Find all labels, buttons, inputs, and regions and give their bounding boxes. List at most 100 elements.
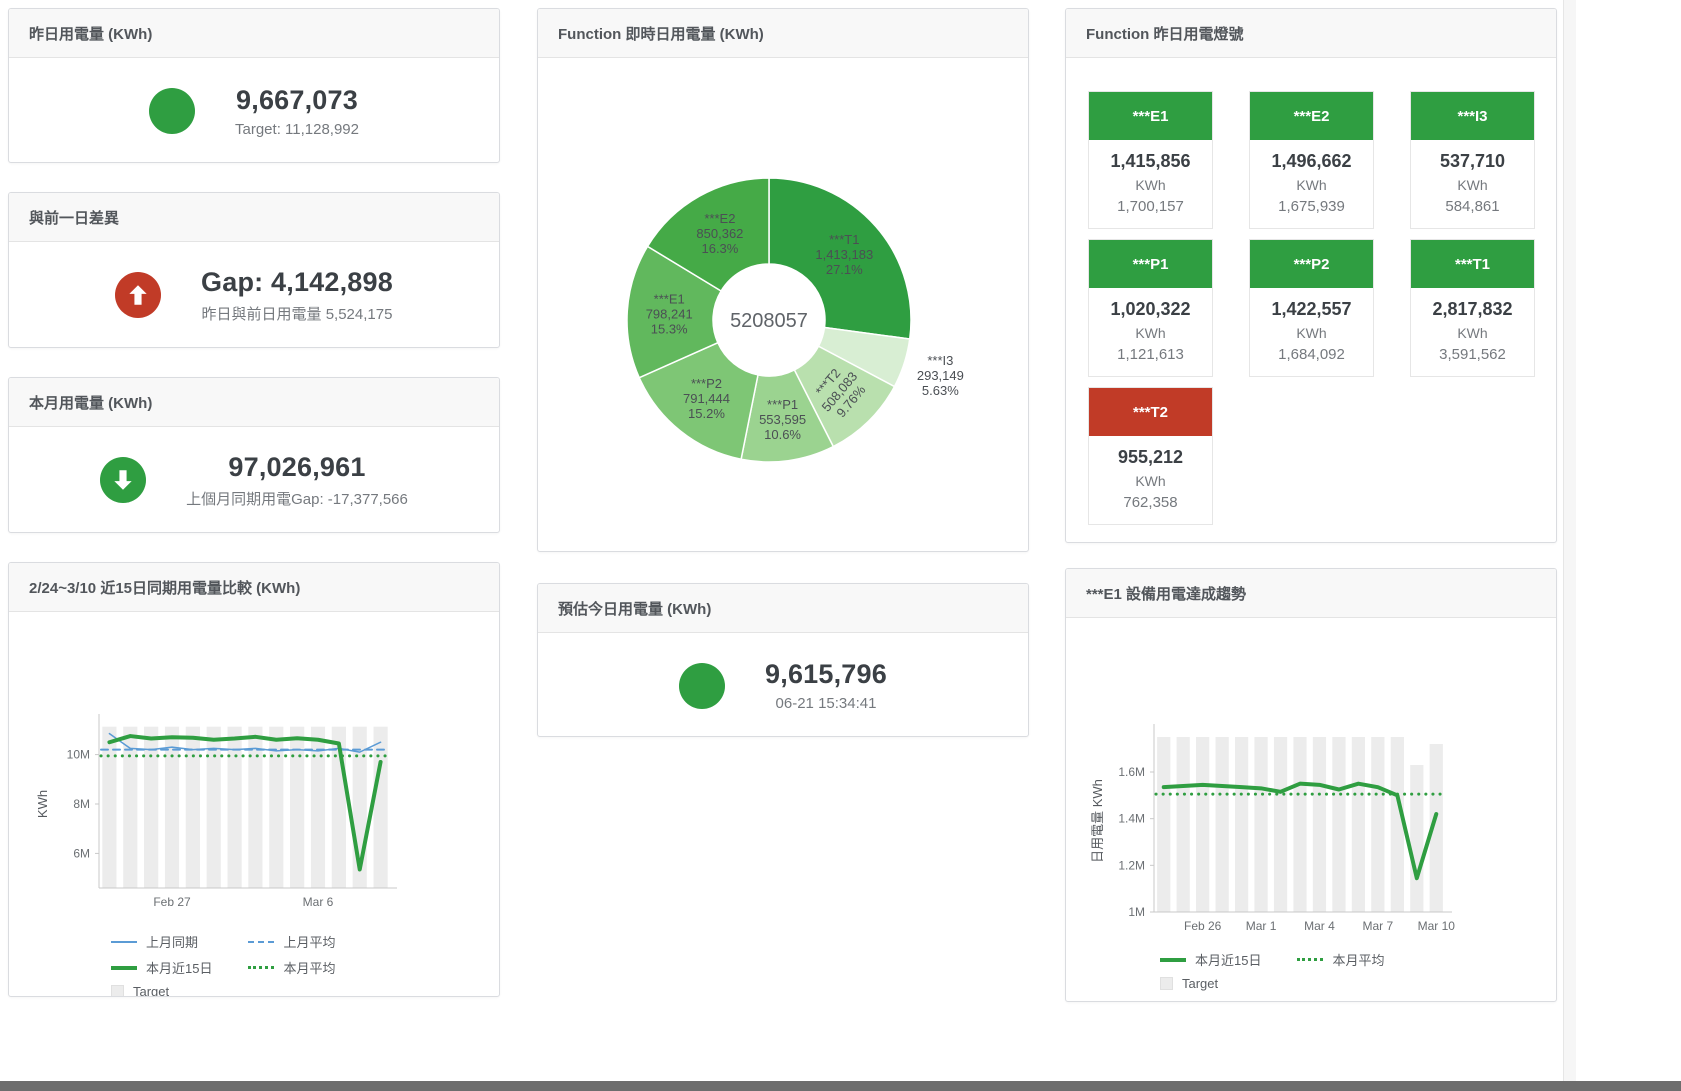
tile-status-header: ***E2 [1250, 92, 1373, 140]
status-circle-icon [679, 662, 726, 709]
donut-slice-P2[interactable] [638, 341, 759, 461]
legend-label: 本月近15日 [146, 961, 213, 976]
realtime-donut-chart: ***T1 1,413,183 27.1% ***I3 293,149 5.63% ***T… [626, 177, 964, 463]
legend-swatch-icon [111, 965, 137, 970]
target-bar [1196, 737, 1210, 912]
tile-target-value: 3,591,562 [1439, 346, 1506, 363]
target-bar [269, 726, 284, 888]
donut-slice-label: ***E2 850,362 16.3% [696, 211, 743, 256]
right-column: Function 昨日用電燈號 ***E1 1,415,856 KWh 1,700,1… [1065, 8, 1557, 1002]
tile-body: 1,020,322 KWh 1,121,613 [1089, 288, 1212, 376]
tile-status-header: ***E1 [1089, 92, 1212, 140]
target-bar [248, 726, 263, 888]
donut-center-total: 5208057 [730, 310, 808, 332]
tile-status-header: ***P2 [1250, 240, 1373, 288]
target-bar [1273, 737, 1288, 912]
legend-item[interactable]: 本月近15日 [111, 958, 212, 977]
target-bar [1293, 737, 1307, 912]
tile-value: 1,422,557 [1271, 299, 1352, 319]
tile-status-header: ***P1 [1089, 240, 1212, 288]
card-day-gap: 與前一日差異 Gap: 4,142,898 昨日與前日用電量 5,524,175 [8, 192, 500, 348]
stat-value: 9,615,796 [765, 659, 887, 689]
tile-target-value: 1,121,613 [1117, 346, 1184, 363]
legend-swatch-icon [1160, 957, 1186, 962]
x-tick-label: Mar 6 [303, 895, 334, 909]
scrollbar-track[interactable] [1563, 0, 1576, 1081]
tile-status-header: ***T2 [1089, 388, 1212, 436]
tile-value: 1,020,322 [1110, 299, 1191, 319]
legend-swatch-icon [111, 940, 137, 943]
legend-item[interactable]: Target [1160, 976, 1261, 991]
function-tile-P2: ***P2 1,422,557 KWh 1,684,092 [1249, 239, 1374, 377]
legend-label: 上月平均 [283, 935, 336, 950]
donut-slice-E1[interactable] [626, 245, 723, 379]
target-bar [144, 726, 159, 888]
tile-target-value: 1,684,092 [1278, 346, 1345, 363]
stat-subtitle: 06-21 15:34:41 [775, 695, 877, 712]
target-bar [206, 726, 221, 888]
donut-slice-label: ***I3 293,149 5.63% [917, 353, 964, 398]
y-tick-label: 8M [73, 797, 90, 811]
function-tile-E1: ***E1 1,415,856 KWh 1,700,157 [1088, 91, 1213, 229]
y-tick-label: 1.6M [1118, 765, 1145, 779]
compare15-legend: 上月同期 上月平均本月近15日 本月平均 Target [111, 932, 499, 996]
legend-item[interactable]: 本月近15日 [1160, 950, 1261, 969]
y-tick-label: 1.2M [1118, 858, 1145, 872]
tile-status-header: ***I3 [1411, 92, 1534, 140]
card-compare15-chart: 2/24~3/10 近15日同期用電量比較 (KWh) 6M 8M 10M Feb 2… [8, 562, 500, 997]
function-tile-T2: ***T2 955,212 KWh 762,358 [1088, 387, 1213, 525]
tile-body: 1,422,557 KWh 1,684,092 [1250, 288, 1373, 376]
legend-item[interactable]: 上月平均 [248, 932, 335, 951]
legend-item[interactable]: 上月同期 [111, 932, 212, 951]
stat-value: 9,667,073 [236, 84, 358, 115]
donut-slice-E2[interactable] [646, 177, 770, 293]
donut-slice-T1[interactable] [768, 177, 912, 340]
legend-swatch-icon [248, 940, 275, 943]
target-bar [185, 726, 200, 888]
card-title: Function 即時日用電量 (KWh) [538, 9, 1028, 58]
legend-swatch-icon [1297, 958, 1324, 961]
y-tick-label: 6M [73, 846, 90, 860]
card-title: ***E1 設備用電達成趨勢 [1066, 569, 1556, 618]
donut-slice-label: ***E1 798,241 15.3% [646, 292, 693, 337]
card-title: 預估今日用電量 (KWh) [538, 584, 1028, 633]
function-tile-E2: ***E2 1,496,662 KWh 1,675,939 [1249, 91, 1374, 229]
stat-value: 97,026,961 [228, 451, 366, 482]
tile-body: 955,212 KWh 762,358 [1089, 436, 1212, 524]
legend-label: Target [1182, 976, 1219, 991]
series-line [107, 734, 383, 872]
tile-unit: KWh [1457, 177, 1488, 193]
stat-body: 9,667,073 Target: 11,128,992 [9, 58, 499, 162]
tile-value: 1,496,662 [1271, 151, 1352, 171]
y-axis-label: 日用電量 KWh [1090, 779, 1105, 863]
legend-item[interactable]: Target [111, 984, 212, 996]
x-tick-label: Feb 26 [1184, 919, 1222, 933]
target-bar [1429, 744, 1443, 912]
card-month-usage: 本月用電量 (KWh) 97,026,961 上個月同期用電Gap: -17,3… [8, 377, 500, 533]
legend-item[interactable]: 本月平均 [1297, 950, 1384, 969]
down-arrow-icon [100, 457, 147, 503]
e1-trend-legend: 本月近15日 本月平均 Target [1160, 950, 1556, 991]
stat-subtitle: 昨日與前日用電量 5,524,175 [201, 305, 393, 323]
x-tick-label: Mar 7 [1363, 919, 1394, 933]
donut-slice-label: ***T1 1,413,183 27.1% [815, 232, 873, 277]
target-bar [1390, 737, 1404, 912]
status-circle-icon [149, 88, 195, 134]
target-bar [227, 726, 242, 888]
legend-item[interactable]: 本月平均 [248, 958, 335, 977]
target-bar [102, 726, 117, 888]
function-tile-T1: ***T1 2,817,832 KWh 3,591,562 [1410, 239, 1535, 377]
bottom-bar [0, 1081, 1681, 1091]
function-tile-I3: ***I3 537,710 KWh 584,861 [1410, 91, 1535, 229]
target-bar [1157, 737, 1171, 912]
target-bar [164, 726, 180, 888]
center-column: Function 即時日用電量 (KWh) ***T1 1,413,183 27.1… [537, 8, 1029, 737]
tile-target-value: 1,700,157 [1117, 198, 1184, 215]
donut-slice-label: ***T2508,0839.76% [807, 359, 872, 424]
card-title: Function 昨日用電燈號 [1066, 9, 1556, 58]
target-bar [1215, 737, 1229, 912]
target-bar [310, 726, 326, 888]
card-yesterday-usage: 昨日用電量 (KWh) 9,667,073 Target: 11,128,992 [8, 8, 500, 163]
tile-unit: KWh [1457, 325, 1488, 341]
card-title: 與前一日差異 [9, 193, 499, 242]
